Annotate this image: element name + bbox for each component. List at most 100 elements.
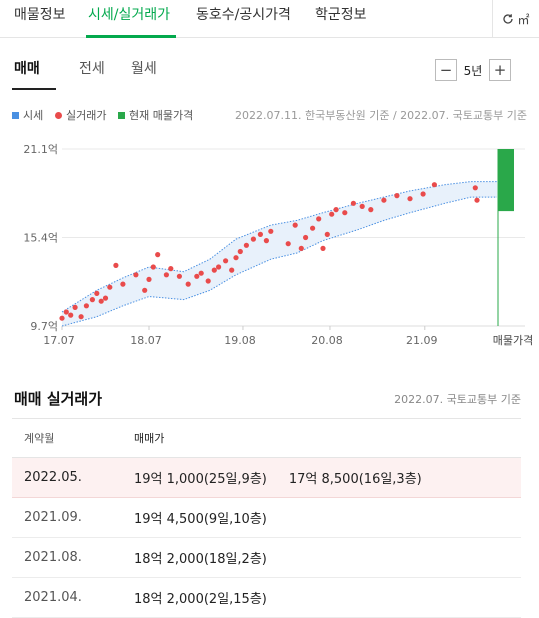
- trade-point: [324, 231, 330, 237]
- trade-point: [113, 262, 119, 268]
- trade-point: [223, 258, 229, 264]
- refresh-icon: [503, 14, 514, 24]
- header-month: 계약월: [24, 432, 55, 445]
- x-tick-label-listing: 매물가격: [493, 334, 533, 347]
- trade-point: [257, 231, 263, 237]
- tab-price-trades[interactable]: 시세/실거래가: [88, 7, 170, 23]
- trade-point: [120, 281, 126, 287]
- legend-label: 실거래가: [66, 109, 107, 122]
- contract-month: 2021.04.: [24, 590, 82, 605]
- table-header: 계약월 매매가: [12, 419, 521, 458]
- tab-sale[interactable]: 매매: [14, 61, 40, 77]
- trade-point: [198, 270, 204, 276]
- trade-point: [78, 314, 84, 320]
- trade-point: [102, 295, 109, 301]
- trade-point: [133, 272, 139, 278]
- tab-unit-public-price[interactable]: 동호수/공시가격: [196, 7, 291, 23]
- trade-price: 18억 2,000(2일,15층): [134, 592, 267, 607]
- trade-point: [243, 242, 249, 248]
- trade-point: [381, 197, 387, 203]
- trade-point: [185, 281, 191, 287]
- x-tick-label: 20.08: [311, 334, 343, 347]
- contract-month: 2021.09.: [24, 510, 82, 525]
- area-unit-toggle[interactable]: ㎡: [492, 0, 539, 38]
- trade-price: 19억 1,000(25일,9층): [134, 472, 267, 487]
- legend-item-current-listing: 현재 매물가격: [118, 107, 193, 123]
- tab-listing-info[interactable]: 매물정보: [14, 7, 66, 23]
- trade-point: [142, 287, 148, 293]
- trade-point: [329, 211, 335, 217]
- trade-point: [263, 238, 269, 244]
- trade-point: [250, 236, 256, 242]
- trade-point: [303, 234, 309, 241]
- contract-month: 2022.05.: [24, 470, 82, 485]
- tab-jeonse[interactable]: 전세: [79, 61, 105, 77]
- trade-point: [407, 196, 413, 202]
- trades-table: 계약월 매매가 2022.05. 19억 1,000(25일,9층) 17억 8,5…: [12, 418, 521, 618]
- market-price-band: [62, 181, 497, 326]
- period-value: 5년: [463, 63, 483, 78]
- chart-source-note: 2022.07.11. 한국부동산원 기준 / 2022.07. 국토교통부 기…: [235, 109, 527, 122]
- x-tick-label: 17.07: [43, 334, 75, 347]
- trade-point: [268, 228, 274, 234]
- legend-item-actual-trades: 실거래가: [55, 107, 106, 123]
- trade-price: 17억 8,500(16일,3층): [288, 472, 422, 487]
- chart-legend: 시세 실거래가 현재 매물가격 2022.07.11. 한국부동산원 기준 / …: [12, 107, 527, 123]
- trade-point: [72, 304, 78, 310]
- trade-point: [310, 225, 316, 231]
- trade-point: [472, 185, 478, 191]
- legend-dot-icon: [55, 111, 62, 119]
- y-tick-label: 9.7억: [30, 320, 58, 333]
- trade-point: [298, 245, 304, 251]
- header-price: 매매가: [134, 432, 165, 445]
- table-body: 2022.05. 19억 1,000(25일,9층) 17억 8,500(16일,3…: [12, 458, 521, 618]
- section-title: 매매 실거래가: [14, 390, 103, 408]
- trade-point: [168, 266, 174, 272]
- trade-point: [83, 303, 89, 309]
- table-row: 2021.09. 19억 4,500(9일,10층): [12, 498, 521, 538]
- x-tick-label: 18.07: [130, 334, 162, 347]
- table-row: 2021.08. 18억 2,000(18일,2층): [12, 538, 521, 578]
- active-tab-underline: [86, 35, 176, 38]
- trade-point: [316, 216, 322, 222]
- tab-monthly-rent[interactable]: 월세: [131, 61, 157, 77]
- market-price-lower-line: [61, 196, 497, 327]
- trade-point: [394, 193, 400, 199]
- top-nav: 매물정보 시세/실거래가 동호수/공시가격 학군정보 ㎡: [0, 0, 539, 38]
- legend-label: 현재 매물가격: [129, 109, 194, 122]
- trade-point: [59, 315, 65, 321]
- trade-point: [237, 248, 243, 255]
- contract-month: 2021.08.: [24, 550, 82, 565]
- trade-point: [146, 276, 152, 282]
- trade-point: [89, 297, 95, 303]
- trade-point: [176, 273, 182, 279]
- trade-point: [94, 290, 100, 296]
- y-tick-label: 15.4억: [23, 232, 58, 245]
- trade-point: [292, 222, 298, 228]
- trade-point: [107, 284, 113, 290]
- trade-point: [63, 309, 69, 315]
- x-tick-label: 19.08: [224, 334, 256, 347]
- trade-point: [431, 182, 437, 188]
- table-row: 2021.04. 18억 2,000(2일,15층): [12, 578, 521, 618]
- period-decrease-button[interactable]: −: [435, 59, 457, 81]
- period-stepper: − 5년 +: [435, 59, 511, 81]
- trade-point: [474, 197, 480, 203]
- trade-point: [320, 245, 326, 251]
- trade-point: [333, 207, 339, 213]
- x-tick-label: 21.09: [406, 334, 438, 347]
- trade-point: [98, 298, 104, 304]
- trade-point: [163, 272, 169, 278]
- trade-point: [420, 191, 426, 197]
- y-tick-label: 21.1억: [23, 143, 58, 156]
- trade-point: [368, 207, 374, 213]
- trade-point: [285, 241, 291, 247]
- trade-point: [359, 203, 365, 209]
- trade-point: [342, 210, 348, 216]
- tab-school-info[interactable]: 학군정보: [315, 7, 367, 23]
- trade-point: [194, 273, 200, 279]
- section-source-note: 2022.07. 국토교통부 기준: [394, 393, 521, 406]
- period-increase-button[interactable]: +: [489, 59, 511, 81]
- sub-tab-underline: [12, 88, 56, 90]
